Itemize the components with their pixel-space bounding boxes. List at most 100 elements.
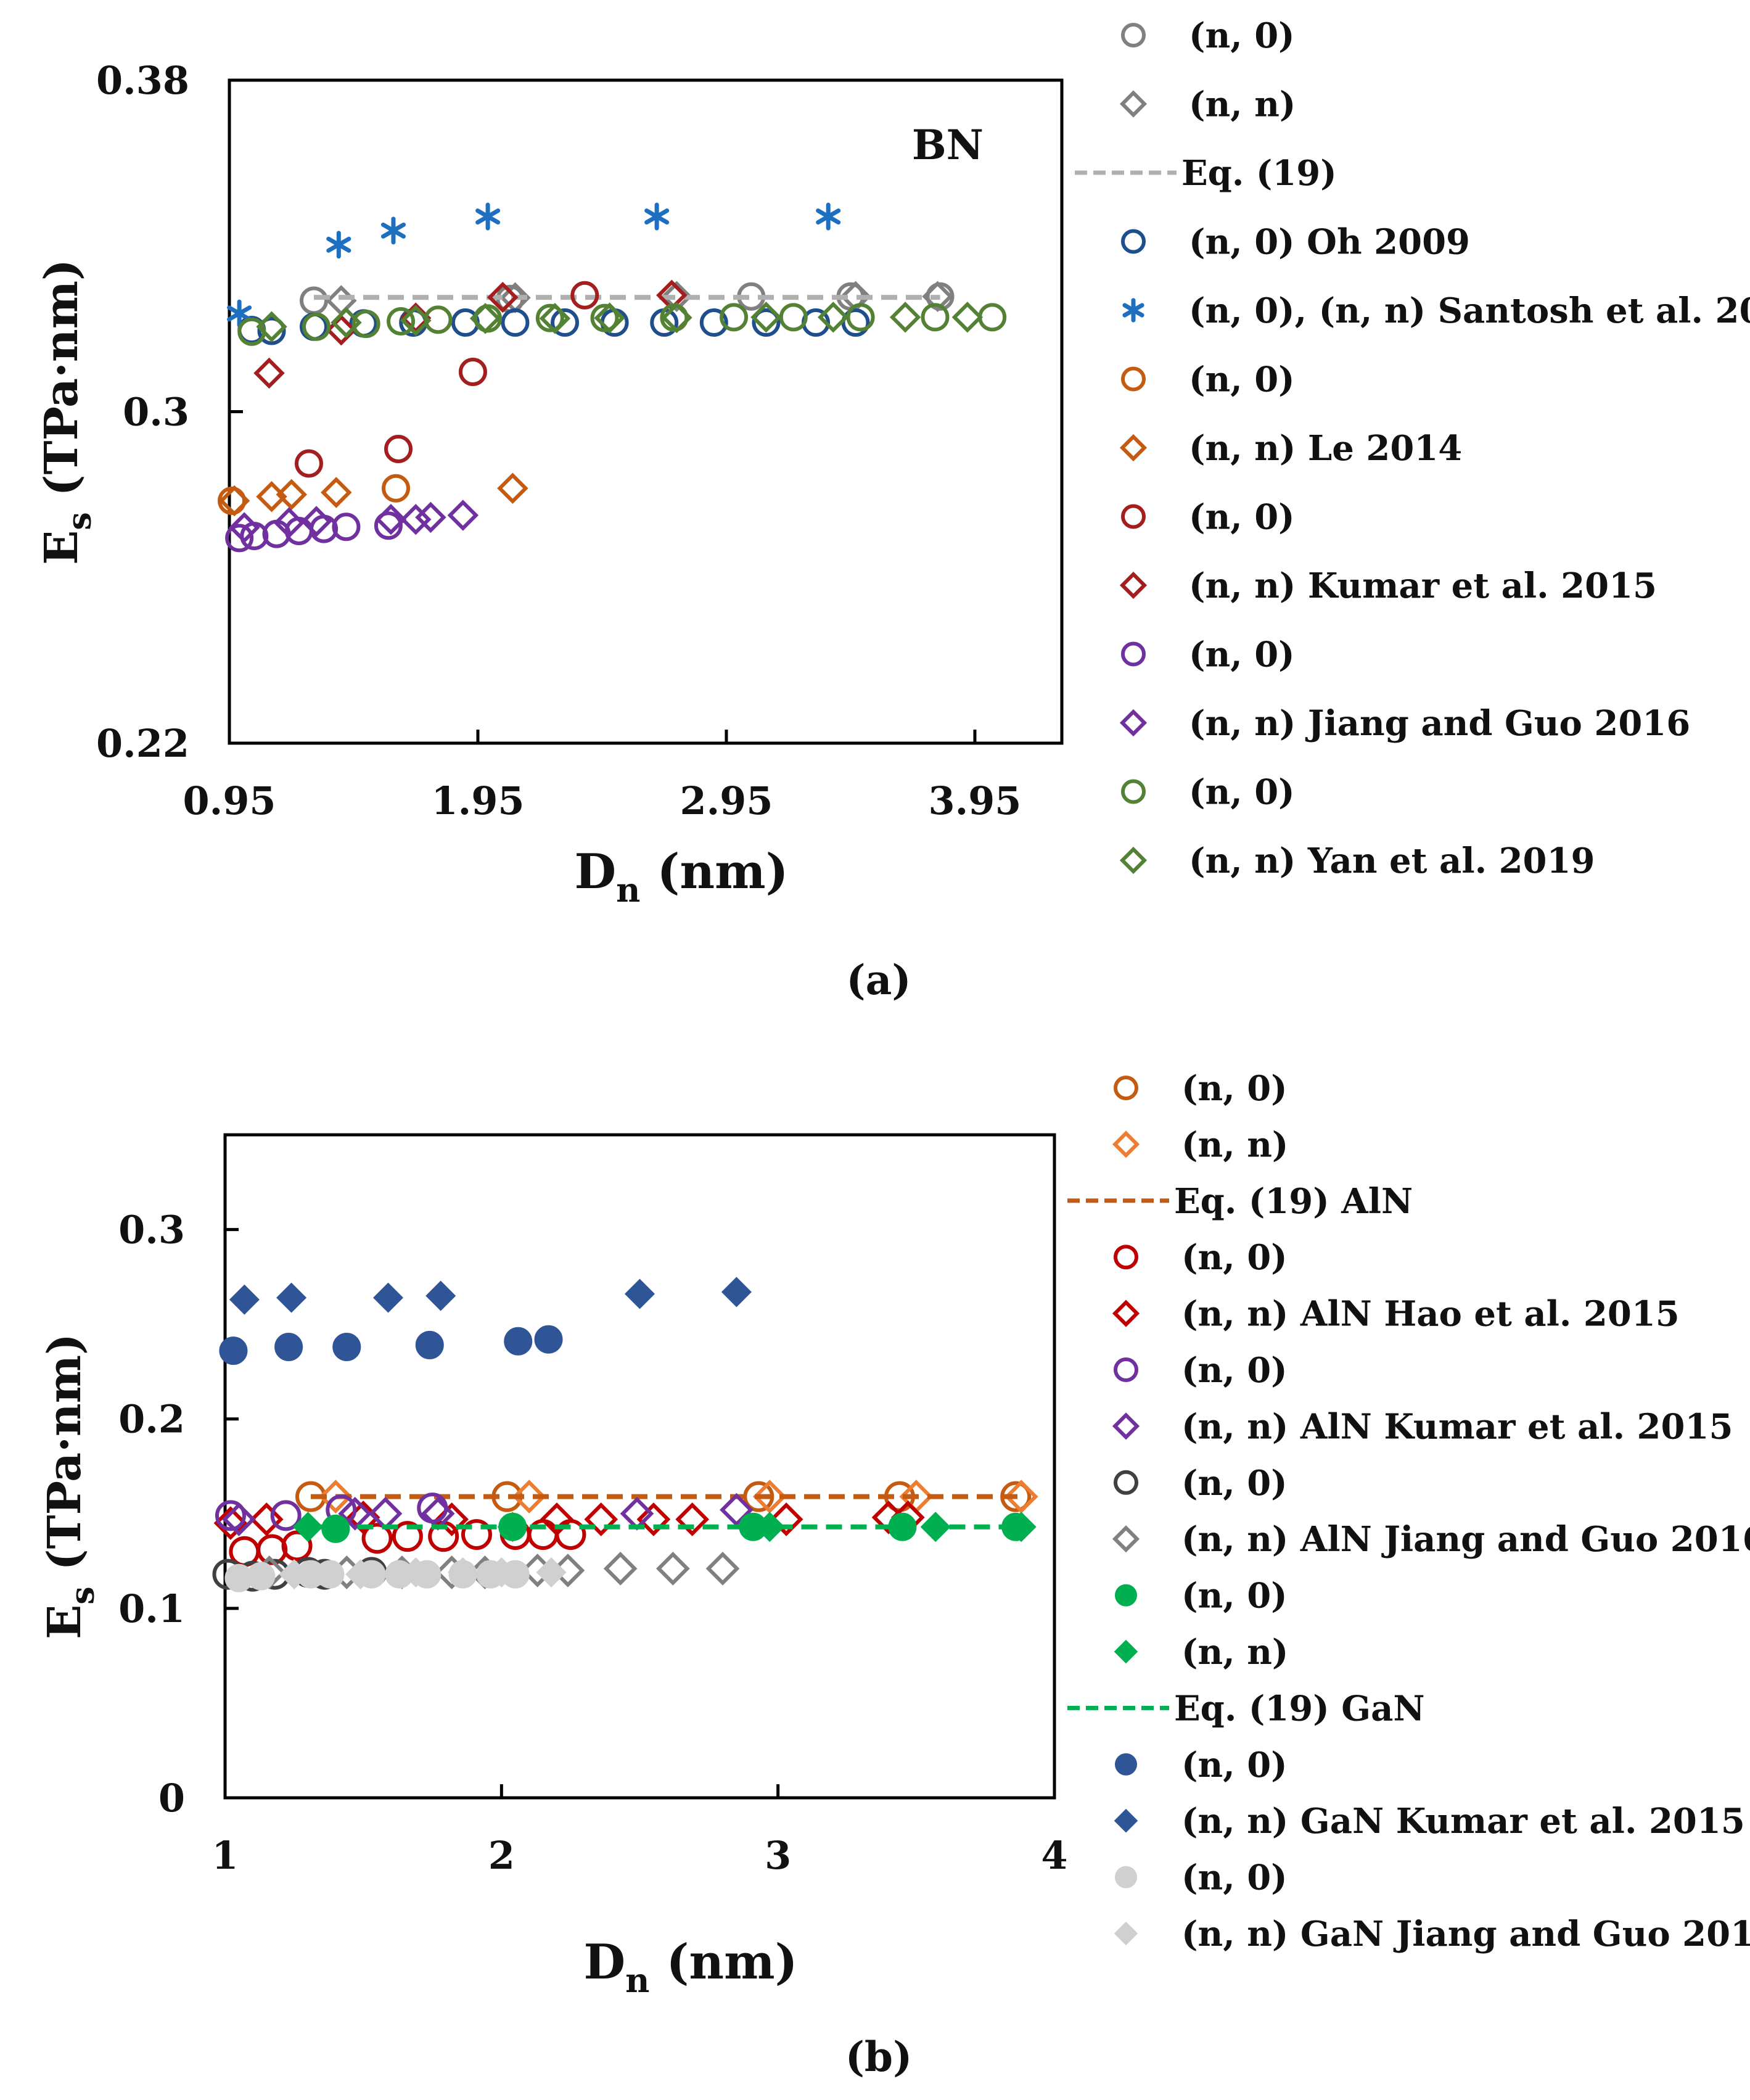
panel-b-y-tick-label: 0.2	[118, 1397, 185, 1442]
panel-b-x-tick-label: 2	[488, 1833, 515, 1878]
legend-label: Eq. (19) GaN	[1174, 1688, 1425, 1729]
panel-a-data-point	[300, 286, 329, 315]
panel-a-x-axis-label: Dn (nm)	[574, 844, 788, 910]
panel-a-data-point	[227, 299, 252, 327]
panel-a-data-point	[487, 281, 519, 313]
legend-marker-swatch	[1114, 1921, 1138, 1946]
panel-b-legend-entry-8: (n, n) AlN Jiang and Guo 2016	[1112, 1519, 1750, 1560]
panel-a-data-point	[276, 479, 307, 511]
legend-label: (n, 0)	[1189, 772, 1295, 813]
legend-label: (n, 0)	[1181, 1576, 1288, 1616]
panel-b-data-point	[1004, 1480, 1038, 1513]
panel-b-legend-entry-13: (n, n) GaN Kumar et al. 2015	[1114, 1801, 1745, 1842]
panel-a-legend-entry-9: (n, 0)	[1121, 635, 1295, 675]
legend-marker-swatch	[1121, 366, 1146, 392]
panel-b-data-point	[486, 1557, 517, 1588]
panel-a-data-point	[302, 312, 331, 341]
panel-a-data-point	[294, 449, 323, 478]
panel-a-data-point	[644, 202, 670, 231]
panel-a-series-6-n-n-le-2014	[218, 472, 528, 517]
legend-label: (n, n)	[1181, 1124, 1288, 1165]
panel-a-data-point	[889, 302, 921, 333]
panel-b-data-point	[675, 1502, 710, 1536]
panel-b-data-point	[400, 1557, 431, 1588]
panel-b-y-axis-label: Es (TPa·nm)	[38, 1333, 102, 1639]
panel-b-legend-entry-7: (n, 0)	[1114, 1463, 1288, 1504]
legend-label: (n, n)	[1189, 84, 1296, 125]
panel-a-series-4-n-0-n-n-santosh-et-al-2009	[227, 202, 841, 327]
panel-a-data-point	[469, 303, 501, 334]
panel-a-data-point	[539, 303, 571, 334]
legend-marker-swatch	[1121, 779, 1146, 804]
panel-b-data-point	[229, 1284, 260, 1315]
panel-b-x-tick-label: 3	[765, 1833, 791, 1878]
panel-a-data-point	[332, 513, 361, 541]
panel-b-data-point	[448, 1557, 479, 1588]
panel-b-y-tick-label: 0	[158, 1776, 185, 1821]
panel-a-chart: 0.22 0.3 0.38 0.95 1.95 2.95 3.95 BN Dn (nm) E…	[35, 15, 1750, 1004]
panel-a-series-5-n-0	[218, 474, 410, 515]
panel-a-caption: (a)	[846, 956, 911, 1004]
panel-a-data-point	[501, 308, 530, 337]
legend-label: (n, n) Kumar et al. 2015	[1189, 566, 1657, 606]
panel-b-series-15-n-n-gan-jiang-and-guo-2016	[279, 1557, 567, 1590]
legend-label: (n, 0)	[1181, 1745, 1288, 1785]
panel-b-data-point	[213, 1506, 248, 1540]
legend-label: (n, n) AlN Jiang and Guo 2016	[1181, 1519, 1750, 1560]
panel-b-data-point	[274, 1333, 303, 1361]
legend-label: (n, 0) Oh 2009	[1189, 222, 1470, 263]
panel-a-data-point	[551, 308, 580, 337]
panel-b-data-point	[655, 1552, 690, 1586]
panel-b-data-point	[249, 1502, 284, 1536]
legend-marker-swatch	[1121, 504, 1146, 529]
panel-a-data-point	[218, 485, 250, 517]
panel-b-legend-entry-9: (n, 0)	[1115, 1576, 1288, 1616]
panel-a-data-point	[374, 511, 403, 540]
panel-a-y-tick-label: 0.3	[123, 390, 189, 435]
panel-a-data-point	[257, 316, 286, 345]
legend-marker-swatch	[1112, 1130, 1140, 1158]
panel-b-series-1-n-n	[318, 1480, 1038, 1513]
legend-marker-swatch	[1114, 1639, 1138, 1664]
panel-b-data-point	[754, 1512, 785, 1542]
legend-marker-swatch	[1121, 229, 1146, 254]
panel-b-data-point	[769, 1502, 803, 1536]
panel-a-data-point	[497, 472, 528, 504]
panel-b-legend-entry-2: Eq. (19) AlN	[1067, 1181, 1413, 1222]
legend-marker-swatch	[1112, 1299, 1140, 1327]
panel-a-data-point	[225, 524, 254, 553]
panel-a-data-point	[750, 302, 782, 333]
panel-b-data-point	[636, 1502, 671, 1536]
panel-b-series-12-n-0	[219, 1325, 563, 1365]
legend-label: (n, 0), (n, n) Santosh et al. 2009	[1189, 290, 1750, 331]
panel-b-series-13-n-n-gan-kumar-et-al-2015	[229, 1277, 752, 1315]
panel-b-data-point	[392, 1521, 423, 1552]
panel-a-data-point	[380, 216, 406, 245]
panel-a-legend-entry-1: (n, n)	[1119, 84, 1296, 125]
panel-a-data-point	[535, 303, 564, 332]
panel-a-data-point	[570, 281, 599, 310]
panel-b-data-point	[222, 1502, 256, 1536]
panel-b-data-point	[512, 1480, 546, 1513]
panel-a-data-point	[375, 503, 407, 535]
legend-label: (n, 0)	[1189, 497, 1295, 538]
panel-a-data-point	[594, 302, 625, 334]
legend-label: (n, 0)	[1181, 1237, 1288, 1278]
legend-marker-swatch	[1119, 434, 1148, 462]
panel-b-data-point	[417, 1493, 448, 1524]
panel-a-data-point	[256, 311, 287, 343]
legend-marker-swatch	[1114, 1470, 1138, 1495]
panel-b-legend-entry-15: (n, n) GaN Jiang and Guo 2016	[1114, 1914, 1750, 1954]
panel-b-data-point	[316, 1560, 345, 1589]
legend-marker-swatch	[1119, 846, 1148, 875]
panel-b-plot-frame	[223, 1133, 1056, 1800]
panel-b-legend-entry-4: (n, n) AlN Hao et al. 2015	[1112, 1294, 1680, 1335]
legend-marker-swatch	[1122, 298, 1144, 323]
panel-a-legend-entry-5: (n, 0)	[1121, 360, 1295, 400]
panel-a-data-point	[447, 500, 479, 531]
panel-a-legend-entry-6: (n, n) Le 2014	[1119, 428, 1462, 469]
panel-b-data-point	[603, 1552, 638, 1586]
panel-a-legend-entry-10: (n, n) Jiang and Guo 2016	[1119, 703, 1690, 744]
panel-b-data-point	[752, 1480, 787, 1513]
